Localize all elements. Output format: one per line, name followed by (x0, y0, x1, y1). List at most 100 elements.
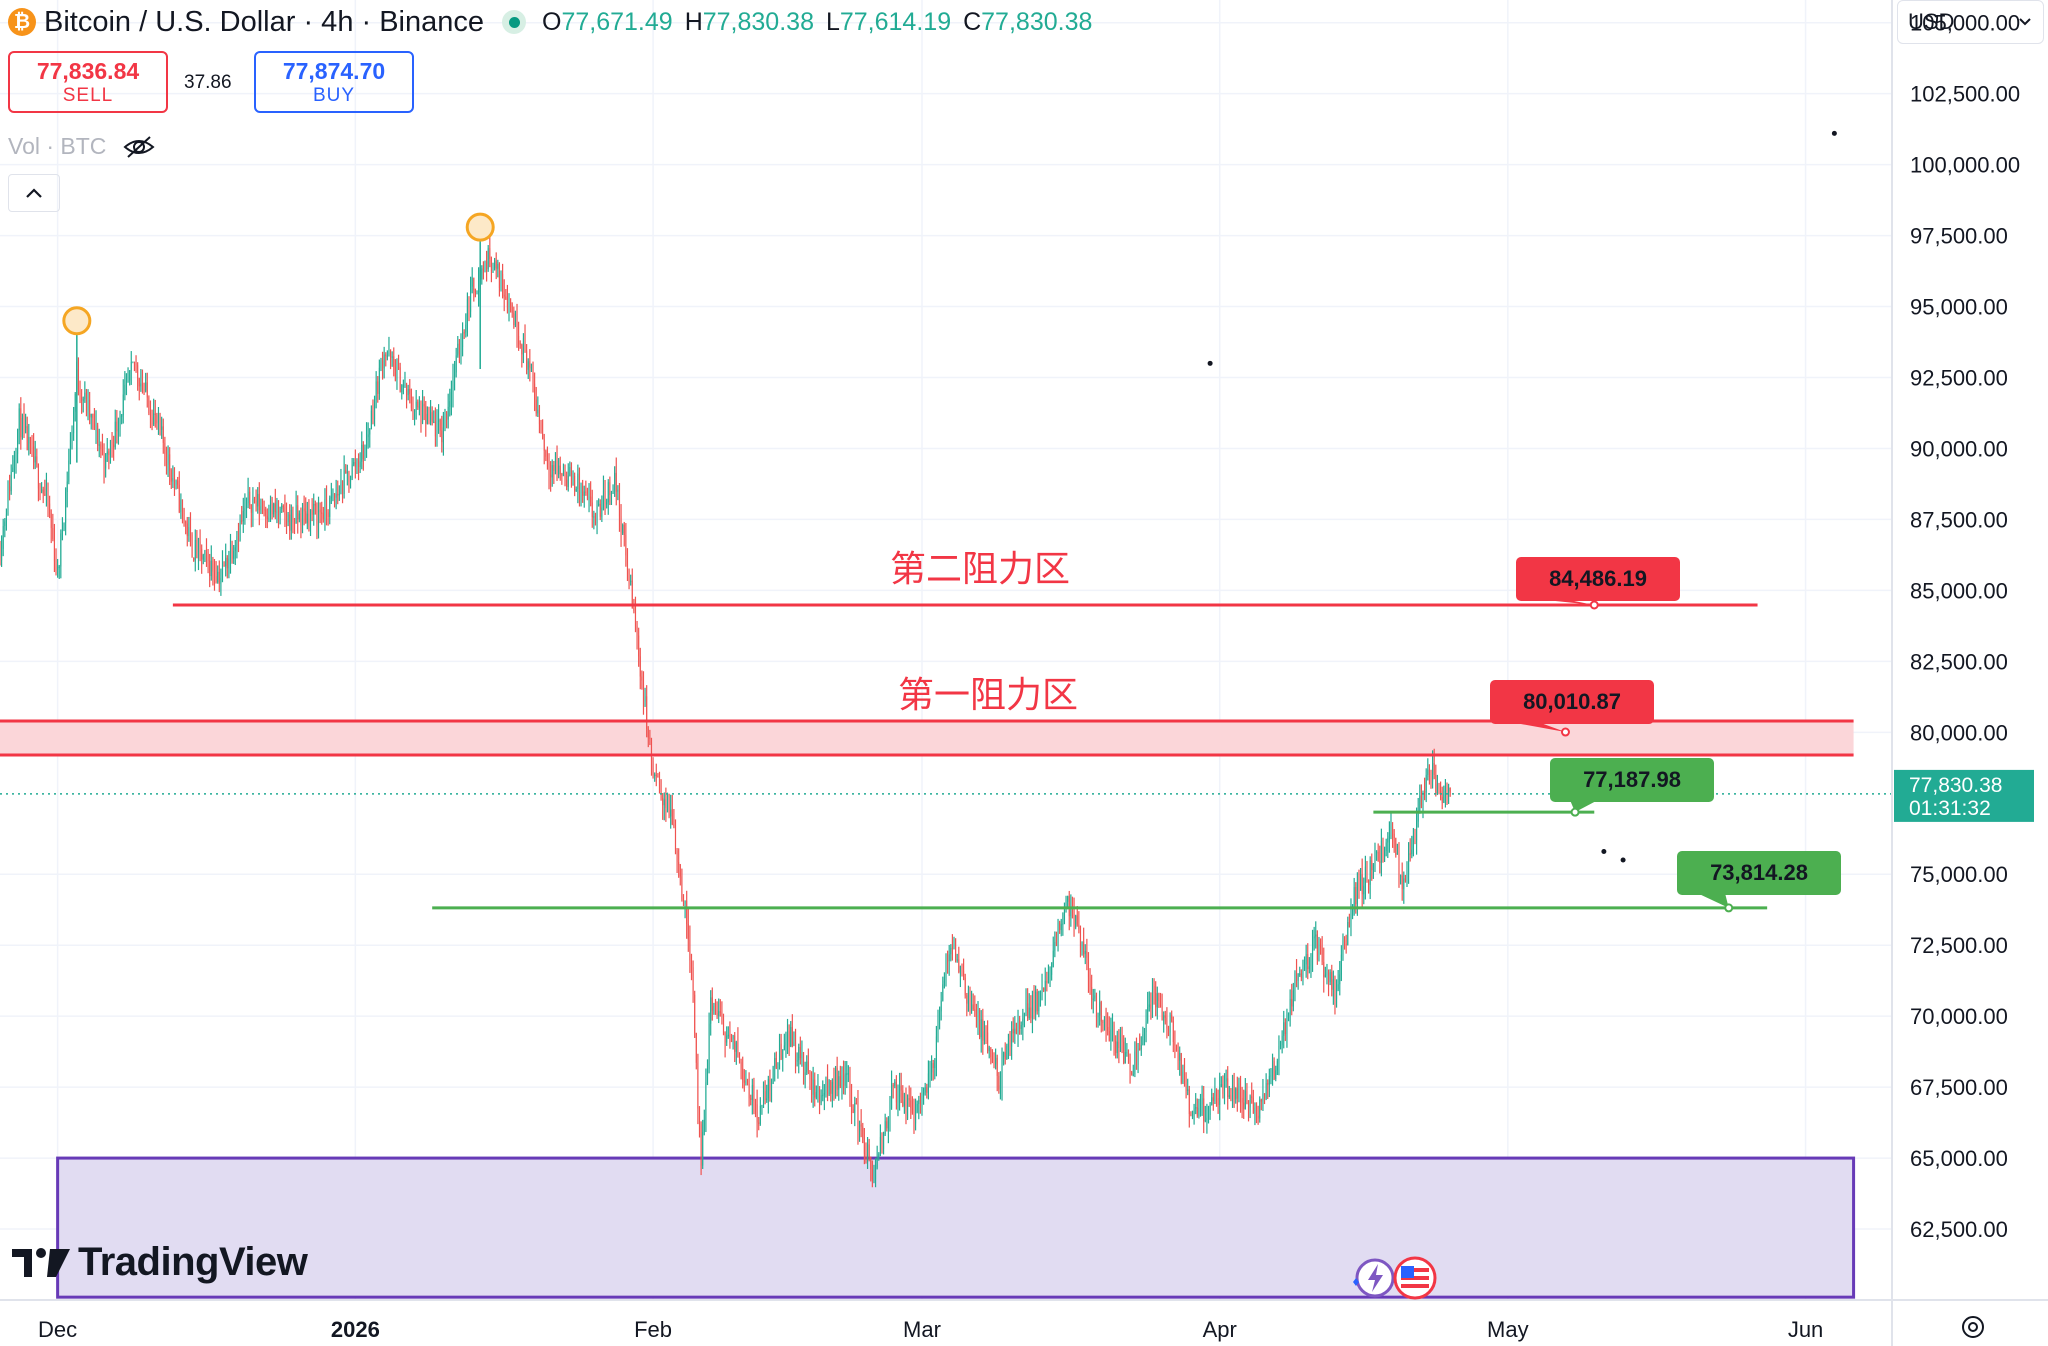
candle-body (450, 392, 452, 402)
candle (1276, 1058, 1278, 1076)
candle (1358, 869, 1360, 899)
candle (1190, 1111, 1192, 1117)
volume-legend[interactable]: Vol · BTC (8, 133, 156, 160)
candle (1041, 973, 1043, 1001)
candle (788, 1024, 790, 1056)
candle-body (109, 442, 111, 456)
candle (1155, 981, 1157, 1017)
candle (1292, 982, 1294, 1012)
candle (109, 439, 112, 464)
candle-body (321, 512, 323, 514)
settings-icon[interactable] (1958, 1312, 1988, 1342)
candle-body (594, 516, 596, 523)
candle (537, 396, 539, 417)
candle (71, 425, 73, 450)
candle (466, 292, 468, 337)
candle (255, 489, 257, 512)
candle-body (825, 1078, 827, 1093)
candle-body (644, 696, 646, 702)
candle-body (1385, 842, 1387, 851)
candle (887, 1116, 889, 1144)
candle (428, 406, 430, 425)
candle-body (1254, 1107, 1256, 1114)
candle (698, 1106, 701, 1138)
candle (1302, 959, 1304, 986)
candle-body (401, 385, 403, 393)
candle-body (532, 367, 534, 384)
candle (519, 340, 521, 349)
sell-button[interactable]: 77,836.84 SELL (8, 51, 168, 113)
candle-body (1344, 940, 1346, 944)
candle (766, 1084, 768, 1103)
candle-body (540, 424, 542, 434)
candle-body (1203, 1098, 1205, 1121)
candle (655, 763, 657, 787)
candle (239, 514, 241, 542)
collapse-legend-button[interactable] (8, 174, 60, 212)
candle (1177, 1042, 1179, 1071)
candle-body (414, 409, 416, 413)
candle-body (428, 413, 430, 421)
candle (1175, 1044, 1178, 1052)
candle (582, 479, 584, 503)
candle-body (1288, 1014, 1290, 1018)
candle (1433, 748, 1435, 780)
candle-body (785, 1041, 787, 1046)
candle (1225, 1069, 1227, 1088)
candle (660, 779, 662, 801)
candle (604, 480, 606, 516)
candle (679, 863, 681, 886)
candle (791, 1014, 793, 1048)
candle-body (137, 365, 139, 379)
candle (809, 1070, 811, 1090)
candle-body (956, 959, 958, 961)
candle (750, 1094, 752, 1106)
candle (1105, 1007, 1107, 1042)
candle-body (550, 474, 552, 478)
candle-body (404, 384, 406, 386)
candle-body (1443, 793, 1445, 803)
candle (1231, 1074, 1234, 1108)
candle-body (1280, 1045, 1282, 1047)
candle-body (727, 1034, 729, 1037)
candle (1209, 1102, 1211, 1120)
candle-body (697, 1062, 699, 1109)
symbol-title[interactable]: Bitcoin / U.S. Dollar · 4h · Binance (44, 5, 485, 38)
candle-body (623, 524, 625, 536)
lightning-event-icon[interactable] (1353, 1258, 1395, 1298)
candle-body (1035, 991, 1037, 1013)
candle (81, 389, 83, 414)
candle-body (66, 481, 68, 492)
y-tick-label: 105,000.00 (1910, 11, 2020, 36)
candle (1432, 750, 1434, 789)
candle-body (1398, 852, 1400, 878)
candle-body (1393, 833, 1395, 839)
candle-body (1347, 922, 1349, 945)
candle-body (755, 1100, 756, 1105)
events-icons[interactable] (1345, 1256, 1445, 1300)
candle (686, 890, 688, 939)
callout-text: 80,010.87 (1523, 689, 1621, 714)
candle (28, 423, 30, 456)
candle-body (1176, 1045, 1177, 1051)
candle-body (1179, 1053, 1181, 1061)
candle (1260, 1098, 1262, 1111)
candle-body (955, 938, 957, 960)
candle-body (684, 900, 686, 905)
buy-button[interactable]: 77,874.70 BUY (254, 51, 414, 113)
us-flag-icon[interactable] (1393, 1256, 1437, 1300)
candle-body (268, 517, 270, 520)
candle-body (511, 304, 513, 313)
callout-box (1550, 758, 1714, 802)
candle-body (133, 361, 135, 364)
candle-body (663, 799, 665, 806)
candle (862, 1122, 864, 1144)
candle (130, 351, 132, 385)
eye-crossed-icon[interactable] (122, 134, 156, 160)
candle-body (820, 1095, 822, 1104)
candle-body (225, 557, 227, 567)
currency-select[interactable]: USD (1897, 0, 2044, 44)
candle-body (79, 389, 81, 398)
support-1-price-label: 77,187.98 (1550, 758, 1714, 817)
